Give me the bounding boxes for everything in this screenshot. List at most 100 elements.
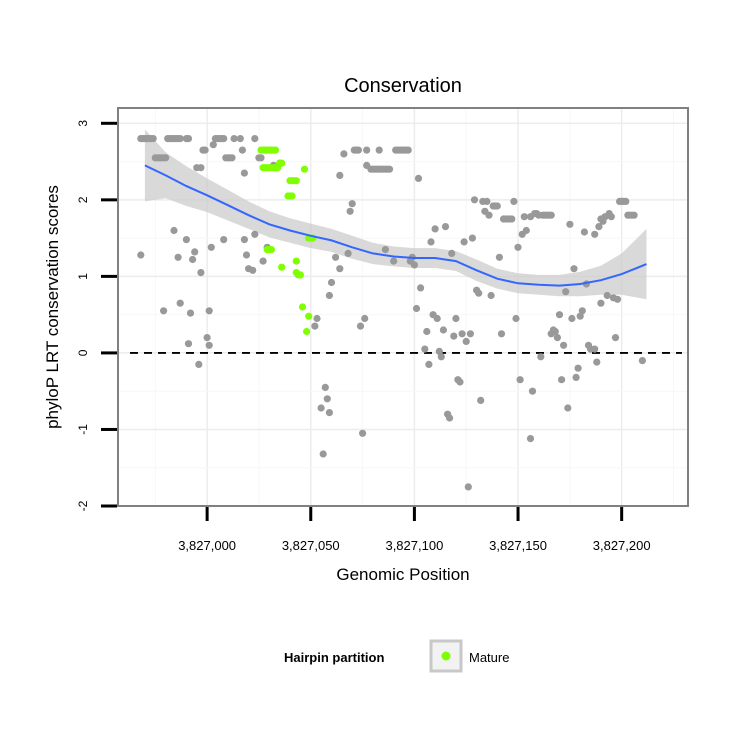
mature-points — [257, 146, 317, 336]
other-point — [346, 207, 354, 215]
other-point — [385, 165, 394, 173]
other-point — [176, 299, 184, 307]
other-point — [184, 135, 193, 143]
plot-panel — [117, 107, 689, 507]
chart-title: Conservation — [344, 75, 462, 97]
plot-background — [118, 108, 688, 506]
other-point — [390, 257, 398, 265]
smooth-line — [144, 164, 647, 287]
other-point — [410, 261, 418, 269]
other-point — [487, 291, 495, 300]
other-point — [576, 312, 584, 320]
other-point — [495, 253, 503, 261]
legend: Hairpin partition Mature — [284, 639, 509, 673]
other-point — [236, 135, 244, 143]
other-point — [201, 146, 209, 154]
other-point — [460, 238, 468, 246]
other-point — [520, 213, 528, 221]
other-point — [448, 249, 456, 257]
mature-point — [267, 246, 275, 254]
other-point — [363, 146, 371, 154]
other-point — [555, 311, 564, 319]
other-point — [514, 243, 522, 251]
other-point — [238, 146, 246, 154]
y-tick-label: 2 — [76, 196, 90, 203]
other-point — [425, 360, 433, 368]
other-point — [431, 225, 439, 233]
mature-point — [303, 327, 311, 336]
other-point — [450, 332, 458, 340]
other-point — [578, 307, 586, 315]
other-point — [437, 353, 445, 361]
other-point — [468, 234, 476, 242]
other-point — [452, 314, 460, 323]
other-point — [470, 196, 479, 204]
y-tick-label: -2 — [76, 500, 90, 511]
other-point — [564, 404, 572, 412]
mature-point — [298, 303, 307, 311]
y-tick-label: 1 — [76, 273, 90, 280]
other-point — [607, 213, 615, 221]
other-point — [251, 135, 259, 143]
other-point — [580, 228, 589, 236]
y-axis-label: phyloP LRT conservation scores — [43, 185, 62, 429]
legend-label-mature: Mature — [469, 650, 509, 665]
other-point — [209, 141, 217, 149]
other-point — [572, 373, 580, 381]
other-point — [205, 341, 213, 349]
other-point — [242, 251, 251, 259]
mature-point — [271, 146, 280, 154]
other-point — [485, 211, 493, 219]
other-point — [464, 483, 472, 491]
other-point — [508, 215, 516, 223]
other-point — [336, 171, 344, 179]
other-point — [510, 197, 518, 205]
other-point — [220, 135, 228, 143]
other-point — [591, 230, 599, 238]
other-point — [195, 360, 203, 368]
other-point — [325, 291, 333, 300]
other-point — [361, 314, 369, 323]
other-point — [319, 450, 327, 458]
other-point — [456, 378, 464, 386]
other-point — [170, 226, 178, 235]
other-point — [560, 341, 568, 349]
other-point — [207, 243, 215, 251]
other-point — [537, 353, 545, 361]
other-point — [483, 197, 491, 205]
y-tick-label: 0 — [76, 349, 90, 356]
legend-key-mature-dot — [441, 651, 451, 661]
other-point — [356, 322, 365, 330]
other-point — [551, 327, 559, 336]
other-point — [348, 200, 356, 208]
other-point — [630, 211, 638, 219]
other-point — [186, 309, 195, 317]
other-point — [512, 314, 520, 323]
other-point — [466, 330, 474, 338]
other-point — [230, 135, 238, 143]
other-point — [603, 291, 611, 300]
other-point — [327, 278, 336, 287]
other-point — [257, 154, 265, 162]
y-tick-label: 3 — [76, 120, 90, 127]
other-point — [427, 238, 435, 246]
other-point — [423, 327, 431, 336]
other-point — [404, 146, 412, 154]
other-point — [174, 253, 182, 261]
other-point — [433, 314, 441, 323]
other-point — [566, 220, 574, 228]
y-axis: -2 -1 0 1 2 3 — [76, 120, 117, 511]
mature-point — [292, 257, 300, 265]
mature-point — [278, 159, 286, 167]
other-point — [149, 135, 157, 143]
other-point — [493, 202, 501, 210]
other-point — [197, 269, 205, 277]
other-point — [439, 326, 447, 334]
other-point — [189, 255, 197, 264]
x-tick-label: 3,827,050 — [282, 538, 340, 553]
other-point — [344, 249, 352, 257]
other-point — [568, 314, 576, 323]
other-point — [317, 404, 325, 412]
other-point — [526, 435, 535, 443]
other-point — [240, 236, 248, 244]
